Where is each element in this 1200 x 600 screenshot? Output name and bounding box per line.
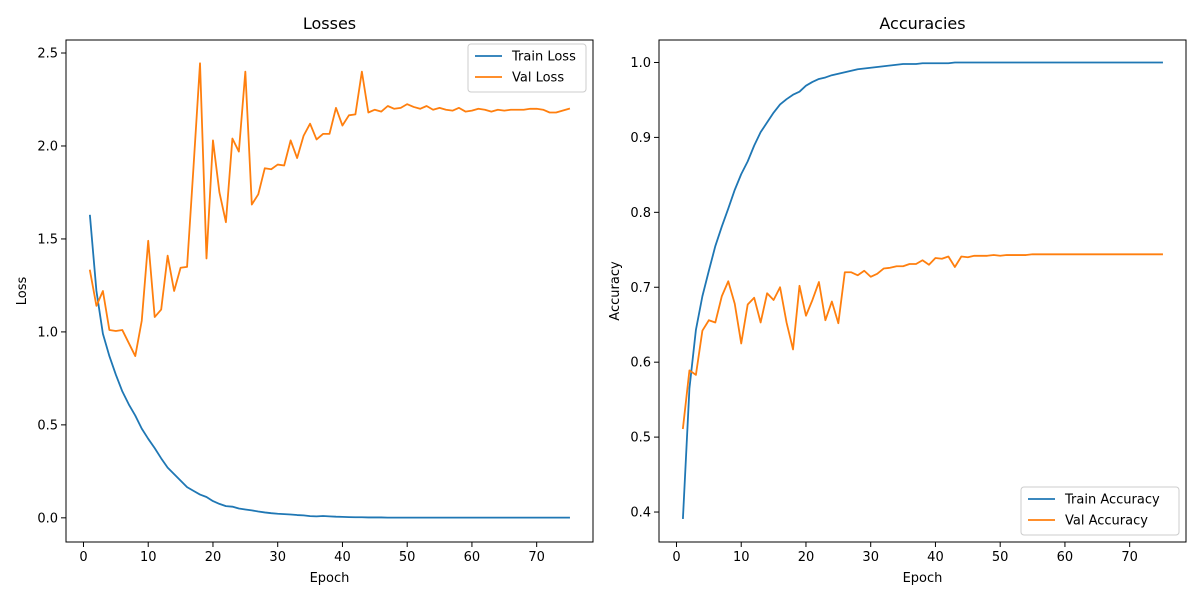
series-line-val-accuracy [681, 253, 1163, 430]
legend: Train Accuracy Val Accuracy [1020, 486, 1180, 536]
legend: Train Loss Val Loss [467, 43, 587, 93]
y-tick-label: 1.5 [37, 232, 58, 247]
chart-title: Accuracies [879, 14, 965, 33]
subplot-accuracies: 0 10 20 30 40 50 60 70 0.4 0.5 0.6 0.7 0.8 0.9 1.0 Accu… [608, 14, 1187, 586]
y-tick-label: 0.9 [630, 131, 651, 146]
x-tick-label: 60 [1057, 550, 1074, 565]
series-line-train-loss [88, 214, 570, 519]
x-tick-label: 30 [862, 550, 879, 565]
x-tick-label: 10 [733, 550, 750, 565]
y-tick-label: 2.0 [37, 139, 58, 154]
legend-entry: Val Loss [512, 71, 564, 86]
x-tick-label: 20 [205, 550, 222, 565]
x-tick-label: 50 [992, 550, 1009, 565]
y-tick-label: 0.5 [37, 418, 58, 433]
y-tick-label: 1.0 [37, 325, 58, 340]
legend-entry: Train Loss [511, 50, 576, 65]
x-tick-label: 70 [528, 550, 545, 565]
y-axis-label: Accuracy [608, 261, 623, 321]
legend-entry: Train Accuracy [1064, 493, 1160, 508]
legend-box [1020, 486, 1180, 536]
x-tick-label: 40 [927, 550, 944, 565]
y-tick-label: 0.4 [630, 506, 651, 521]
series-line-val-loss [88, 62, 571, 357]
x-axis-label: Epoch [903, 571, 943, 586]
x-tick-label: 0 [672, 550, 680, 565]
y-tick-label: 2.5 [37, 47, 58, 62]
y-tick-label: 0.8 [630, 206, 651, 221]
subplot-losses: 0 10 20 30 40 50 60 70 0.0 0.5 1.0 1.5 2.0 2.5 Losses E… [15, 14, 594, 586]
x-tick-label: 60 [464, 550, 481, 565]
x-tick-label: 40 [334, 550, 351, 565]
x-tick-label: 10 [140, 550, 157, 565]
x-tick-label: 50 [399, 550, 416, 565]
y-tick-label: 0.7 [630, 281, 651, 296]
y-tick-label: 1.0 [630, 56, 651, 71]
chart-title: Losses [303, 14, 356, 33]
x-axis-label: Epoch [310, 571, 350, 586]
y-tick-label: 0.6 [630, 356, 651, 371]
series-line-train-accuracy [682, 61, 1163, 519]
y-axis-label: Loss [15, 277, 30, 306]
x-tick-label: 0 [79, 550, 87, 565]
y-tick-label: 0.5 [630, 431, 651, 446]
y-tick-label: 0.0 [37, 511, 58, 526]
x-tick-label: 70 [1121, 550, 1138, 565]
axes-frame [658, 39, 1187, 543]
x-tick-label: 20 [798, 550, 815, 565]
legend-entry: Val Accuracy [1065, 514, 1148, 529]
axes-frame [65, 39, 594, 543]
x-tick-label: 30 [269, 550, 286, 565]
